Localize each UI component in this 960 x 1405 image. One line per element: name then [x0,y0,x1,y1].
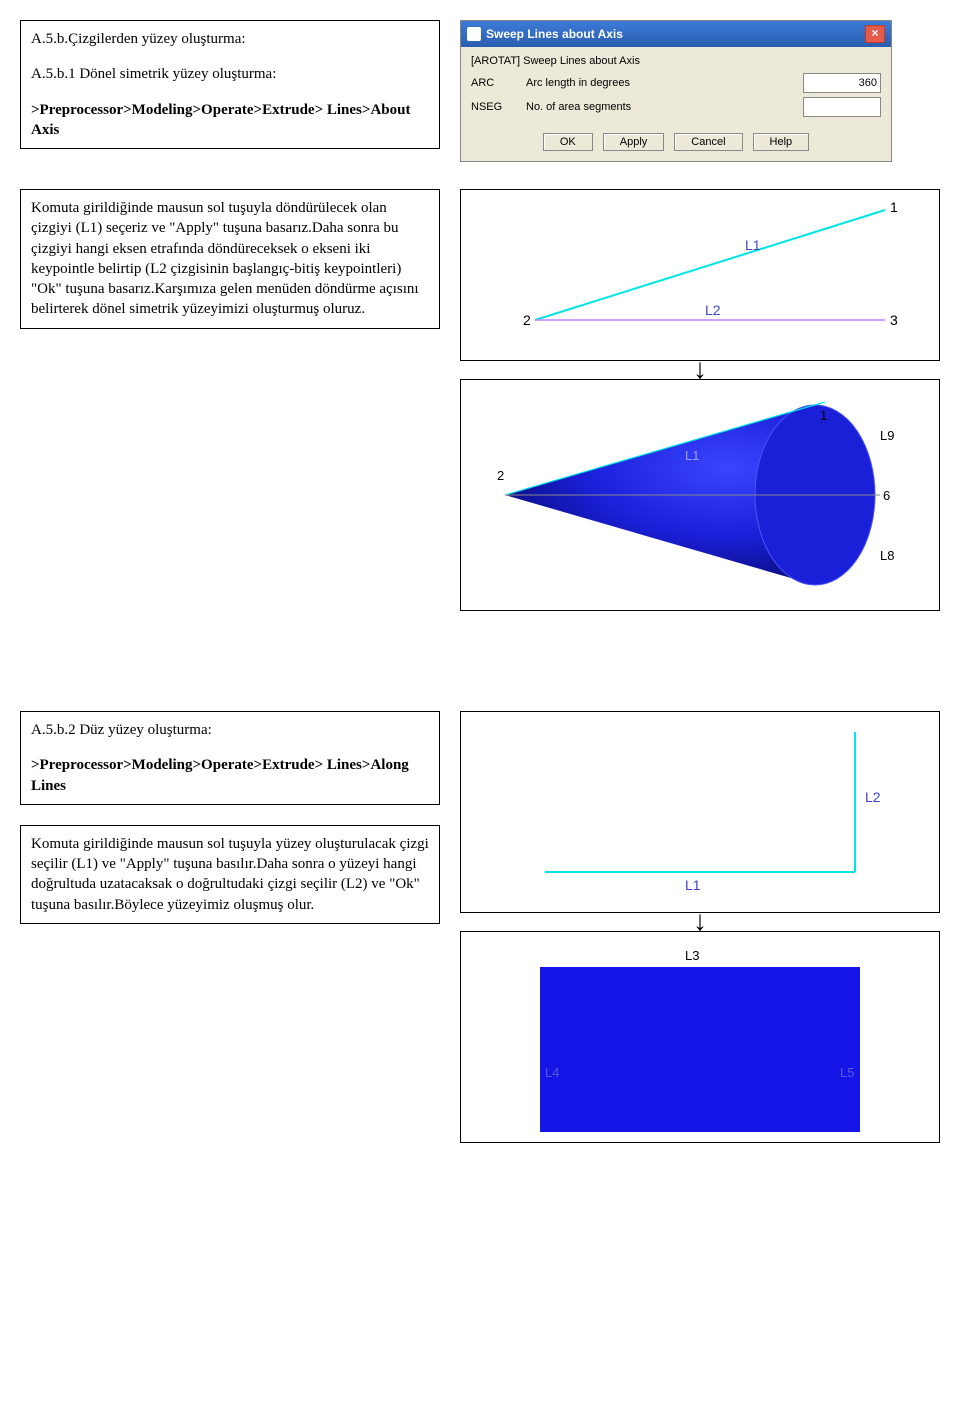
fig3-L1: L1 [685,877,701,893]
fig4-L5: L5 [840,1065,854,1080]
nseg-input[interactable] [803,97,881,117]
section2-path: >Preprocessor>Modeling>Operate>Extrude> … [31,755,429,796]
dialog-subtitle: [AROTAT] Sweep Lines about Axis [471,55,881,67]
arc-desc: Arc length in degrees [526,77,803,89]
fig2-p2: 2 [497,468,504,483]
figure-two-lines: L1 L2 [460,711,940,913]
cancel-button[interactable]: Cancel [674,133,742,151]
figure-cone: 2 1 6 L1 L9 L8 [460,379,940,611]
fig1-L2: L2 [705,302,721,318]
figure-extruded-surface: L3 L4 L5 [460,931,940,1143]
help-button[interactable]: Help [753,133,810,151]
fig2-p6: 6 [883,488,890,503]
section1-description: Komuta girildiğinde mausun sol tuşuyla d… [20,189,440,329]
fig1-p2: 2 [523,312,531,328]
section2-description: Komuta girildiğinde mausun sol tuşuyla y… [20,825,440,924]
fig4-L3: L3 [685,948,699,963]
dialog-title: Sweep Lines about Axis [486,27,623,41]
section1-subheading: A.5.b.1 Dönel simetrik yüzey oluşturma: [31,64,429,84]
fig2-p1: 1 [820,408,827,423]
apply-button[interactable]: Apply [603,133,665,151]
close-icon[interactable]: × [865,25,885,43]
nseg-desc: No. of area segments [526,101,803,113]
section2-heading: A.5.b.2 Düz yüzey oluşturma: [31,720,429,740]
fig1-L1: L1 [745,237,761,253]
fig1-p1: 1 [890,199,898,215]
fig2-L1: L1 [685,448,699,463]
dialog-icon [467,27,481,41]
nseg-code: NSEG [471,101,526,113]
fig3-L2: L2 [865,789,881,805]
dialog-titlebar: Sweep Lines about Axis × [461,21,891,47]
section1-heading: A.5.b.Çizgilerden yüzey oluşturma: [31,29,429,49]
ok-button[interactable]: OK [543,133,593,151]
fig2-L9: L9 [880,428,894,443]
fig2-L8: L8 [880,548,894,563]
arc-input[interactable] [803,73,881,93]
sweep-dialog: Sweep Lines about Axis × [AROTAT] Sweep … [460,20,892,162]
surface-rect [540,967,860,1132]
section1-path: >Preprocessor>Modeling>Operate>Extrude> … [31,100,429,141]
fig4-L4: L4 [545,1065,559,1080]
fig1-p3: 3 [890,312,898,328]
arc-code: ARC [471,77,526,89]
figure-lines-axis: 1 2 3 L1 L2 [460,189,940,361]
